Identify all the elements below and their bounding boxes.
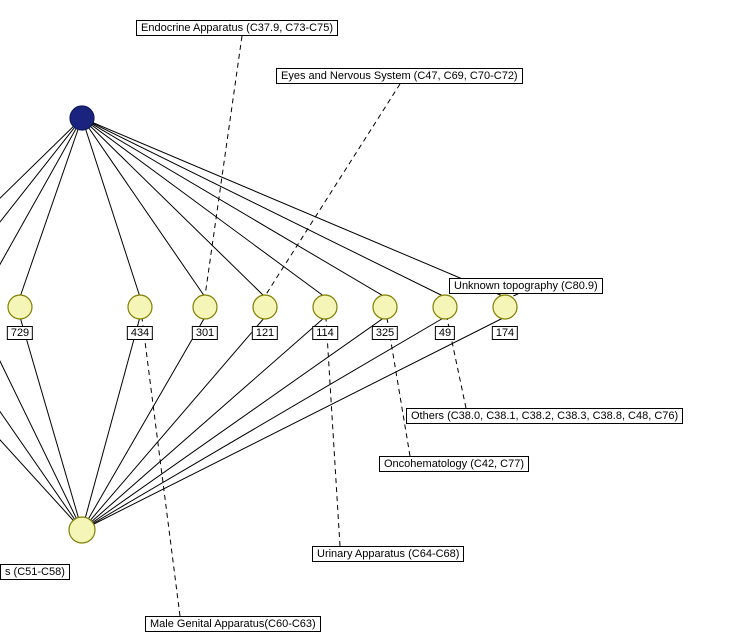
node-value-label: 301 [192,326,218,340]
node-value-label: 121 [252,326,278,340]
callout-label: Oncohematology (C42, C77) [379,456,529,472]
node-value-label: 325 [372,326,398,340]
callout-label: Others (C38.0, C38.1, C38.2, C38.3, C38.… [406,408,683,424]
node-value-label: 49 [435,326,455,340]
node-value-label: 114 [312,326,338,340]
callout-label: Male Genital Apparatus(C60-C63) [145,616,321,632]
callout-label: Eyes and Nervous System (C47, C69, C70-C… [276,68,523,84]
callout-label: s (C51-C58) [0,564,70,580]
callout-label: Endocrine Apparatus (C37.9, C73-C75) [136,20,338,36]
node-value-label: 729 [7,326,33,340]
node-value-label: 174 [492,326,518,340]
diagram-svg [0,0,729,640]
callout-label: Unknown topography (C80.9) [449,278,603,294]
node-value-label: 434 [127,326,153,340]
callout-label: Urinary Apparatus (C64-C68) [312,546,464,562]
